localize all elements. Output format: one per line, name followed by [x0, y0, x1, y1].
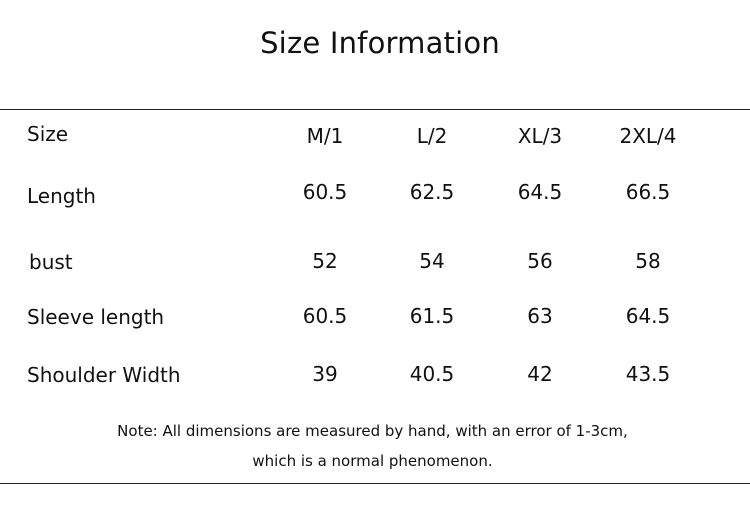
cell-value: 64.5	[517, 180, 563, 204]
title: Size Information	[260, 26, 500, 60]
cell-value: 58	[635, 249, 661, 273]
cell-value: 63	[527, 304, 553, 328]
cell-value: 39	[312, 362, 338, 386]
cell-value: 66.5	[625, 180, 671, 204]
cell-value: 42	[527, 362, 553, 386]
cell-value: 62.5	[409, 180, 455, 204]
header-cell: 2XL/4	[619, 124, 677, 148]
divider	[0, 109, 750, 110]
divider	[0, 483, 750, 484]
cell-value: 60.5	[302, 180, 348, 204]
note-line: which is a normal phenomenon.	[252, 452, 493, 470]
cell-value: 54	[419, 249, 445, 273]
header-cell: Size	[27, 122, 69, 146]
header-cell: M/1	[306, 124, 344, 148]
row-label: Shoulder Width	[27, 363, 181, 387]
row-label: Sleeve length	[27, 305, 165, 329]
note-line: Note: All dimensions are measured by han…	[117, 422, 628, 440]
cell-value: 52	[312, 249, 338, 273]
row-label: Length	[27, 184, 96, 208]
row-label: bust	[29, 250, 73, 274]
cell-value: 64.5	[625, 304, 671, 328]
header-cell: XL/3	[517, 124, 563, 148]
cell-value: 43.5	[625, 362, 671, 386]
cell-value: 40.5	[409, 362, 455, 386]
header-cell: L/2	[416, 124, 448, 148]
cell-value: 56	[527, 249, 553, 273]
cell-value: 61.5	[409, 304, 455, 328]
cell-value: 60.5	[302, 304, 348, 328]
